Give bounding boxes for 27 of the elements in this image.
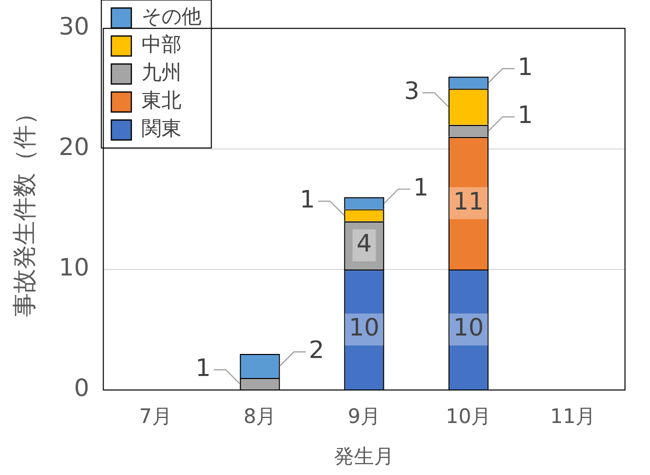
legend-label: その他 <box>141 4 202 28</box>
data-label: 2 <box>308 336 324 364</box>
data-label: 1 <box>413 173 429 202</box>
x-axis-title: 発生月 <box>334 444 394 468</box>
y-tick-label: 0 <box>74 374 90 402</box>
data-label: 11 <box>453 187 484 216</box>
x-tick-label: 9月 <box>348 404 381 428</box>
data-label: 1 <box>518 52 533 81</box>
x-tick-label: 8月 <box>243 404 276 428</box>
x-tick-label: 7月 <box>139 404 172 428</box>
data-label: 1 <box>195 354 211 382</box>
legend-label: 中部 <box>141 32 182 56</box>
data-label: 1 <box>518 101 533 130</box>
legend-label: 九州 <box>141 60 182 84</box>
data-label: 10 <box>348 314 380 342</box>
data-label: 3 <box>404 76 420 105</box>
data-label: 4 <box>356 230 372 258</box>
x-tick-label: 10月 <box>446 404 492 428</box>
data-label: 1 <box>300 185 316 214</box>
legend-label: 関東 <box>141 116 182 140</box>
y-axis-title: 事故発生件数（件） <box>10 101 39 318</box>
y-tick-label: 10 <box>58 254 90 282</box>
data-label: 10 <box>453 314 484 342</box>
y-tick-label: 30 <box>58 12 90 41</box>
x-tick-label: 11月 <box>550 404 596 428</box>
y-tick-label: 20 <box>58 133 90 162</box>
legend-label: 東北 <box>141 88 182 112</box>
